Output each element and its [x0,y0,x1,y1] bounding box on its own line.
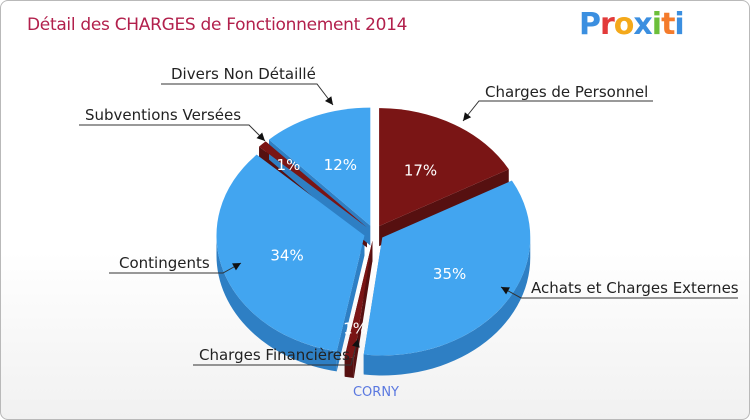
pie-slice[interactable] [216,154,365,352]
pie-slice[interactable] [363,180,531,356]
pie-slice[interactable] [344,240,373,358]
slice-side [363,237,531,376]
slice-percent-label: 17% [404,161,437,179]
slice-category-label: Charges Financières [199,346,350,364]
pie-slice[interactable] [259,141,367,228]
chart-title: Détail des CHARGES de Fonctionnement 201… [27,15,408,35]
slice-wall [336,235,365,372]
pie-slices: 17%35%1%34%1% 12% [216,107,531,378]
pie-annotations: Charges de Personnel Achats et Charges Ex… [79,65,739,366]
leader-arrow [352,339,360,348]
slice-percent-label: 12% [324,156,357,174]
slice-category-label: Achats et Charges Externes [531,279,739,297]
pie-slice[interactable] [379,108,509,227]
logo-letter: o [613,7,635,42]
leader-line [462,100,653,122]
slice-percent-label: 1% [343,319,367,337]
leader-arrow [324,96,333,105]
slice-category-label: Charges de Personnel [485,83,648,101]
slice-category-label: Subventions Versées [85,106,241,124]
slice-category-label: Contingents [119,254,210,272]
logo-letter: i [674,7,684,42]
logo-letter: r [600,7,615,42]
proxiti-logo[interactable]: Proxiti [579,7,685,42]
slice-percent-label: 34% [270,247,303,265]
logo-letter: i [651,7,662,42]
slice-percent-label: 35% [433,265,466,283]
slice-side [216,235,337,372]
logo-letter: P [579,7,601,42]
slice-category-label: Divers Non Détaillé [171,65,316,83]
city-label: CORNY [352,385,399,400]
logo-letter: x [633,7,652,42]
leader-line [79,124,266,142]
leader-arrow [232,263,241,271]
pie-slice[interactable] [269,107,371,226]
leader-arrow [501,287,510,295]
leader-arrow [256,132,265,141]
leader-arrow [463,112,472,121]
leader-line [193,338,359,366]
logo-letter: t [661,7,675,42]
leader-line [161,83,334,106]
